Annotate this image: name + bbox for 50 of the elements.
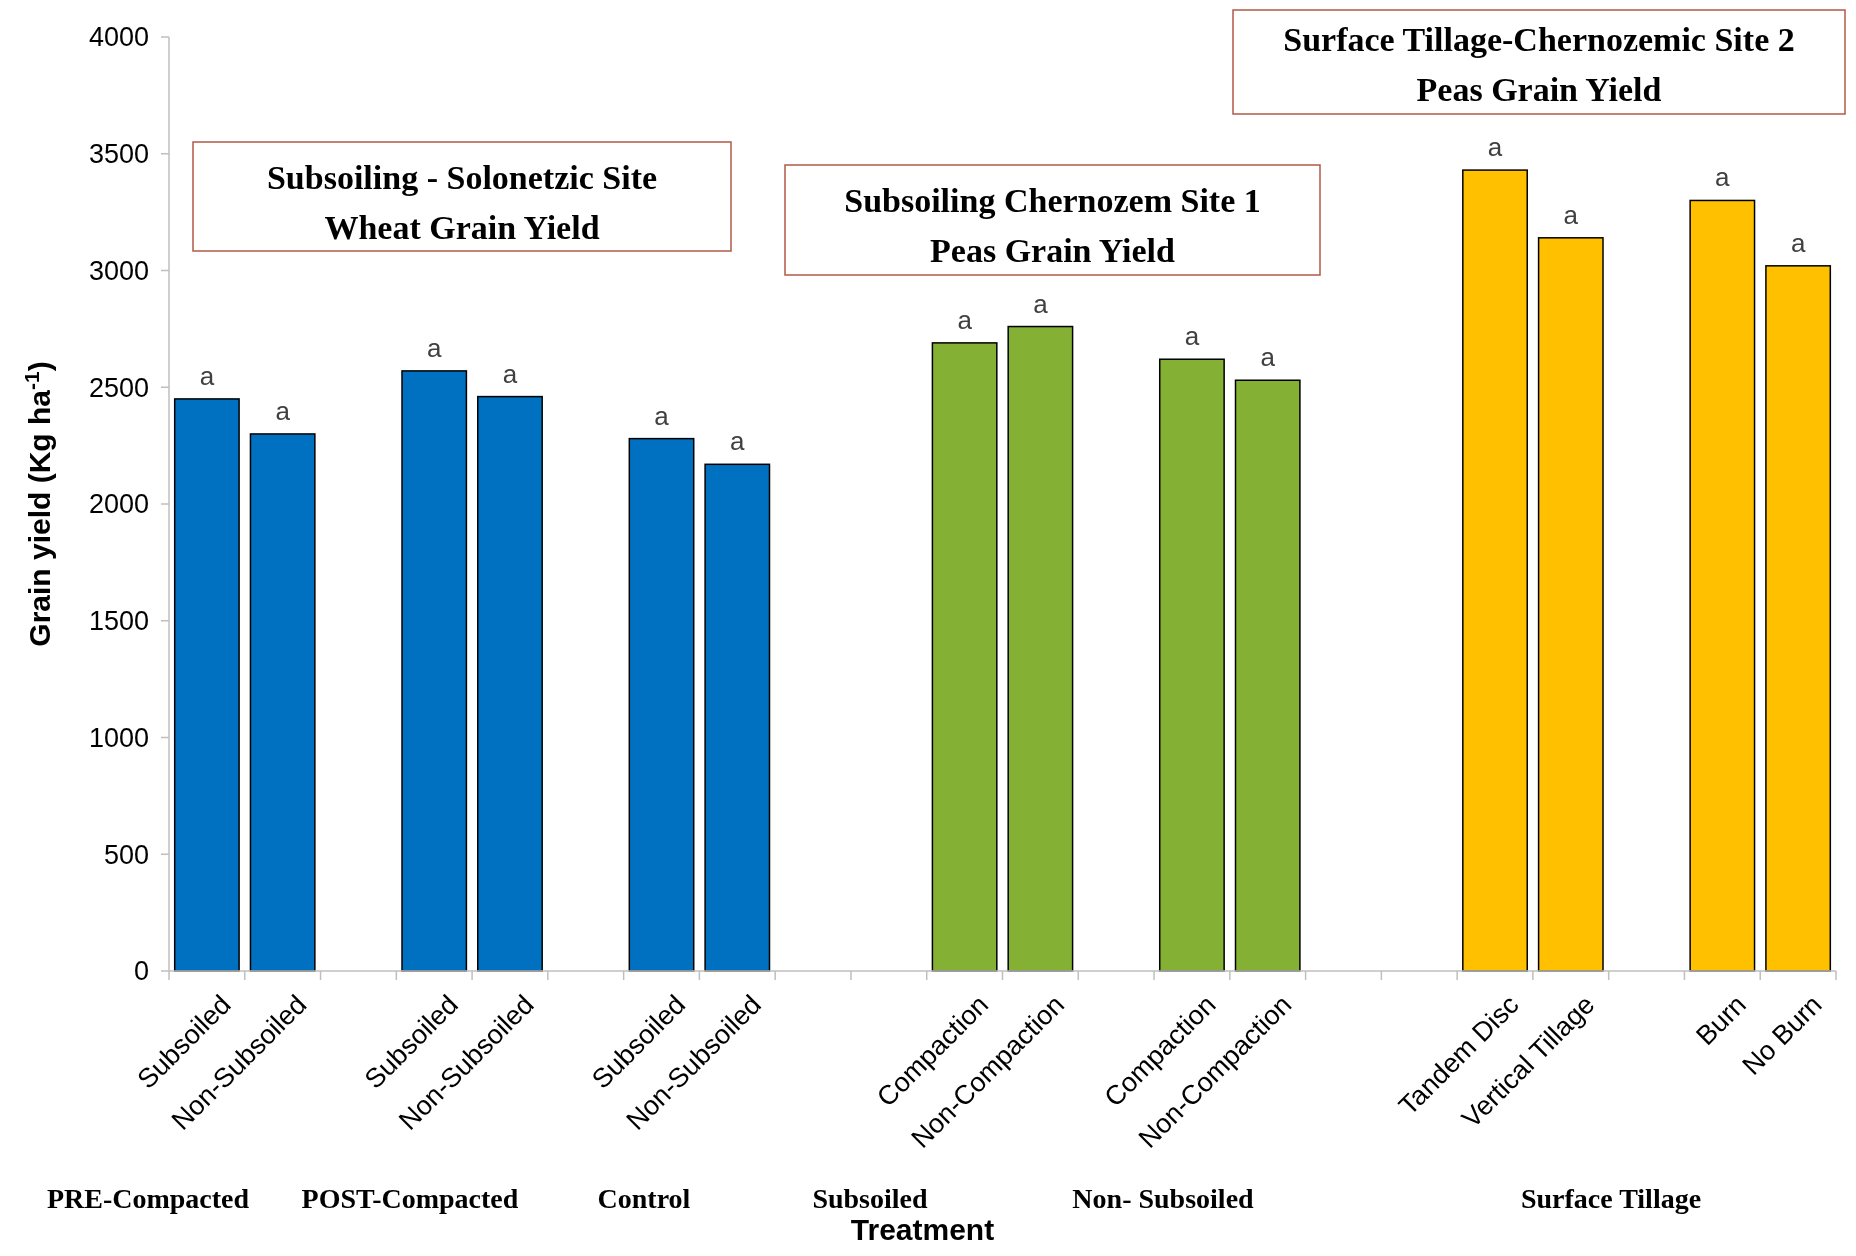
y-tick-label: 500 — [103, 839, 149, 870]
bar — [1462, 169, 1528, 972]
bar — [1234, 379, 1301, 972]
data-label: a — [199, 360, 215, 391]
y-tick-label: 3500 — [88, 139, 149, 170]
y-tick-label: 4000 — [88, 22, 149, 53]
text: Control — [597, 1183, 691, 1214]
data-label: a — [275, 395, 291, 426]
text: Non- Subsoiled — [1072, 1183, 1255, 1214]
bar — [1537, 237, 1604, 972]
bar — [249, 433, 316, 972]
data-label: a — [1563, 199, 1579, 230]
data-label: a — [426, 332, 442, 363]
note-box: Subsoiling - Solonetzic Site Wheat Grain Yield — [192, 141, 732, 252]
data-label: a — [1260, 342, 1276, 373]
text: Surface Tillage — [1520, 1183, 1702, 1214]
bar — [1007, 325, 1074, 972]
bar — [1765, 265, 1832, 972]
y-tick-label: 3000 — [88, 255, 149, 286]
y-tick-label: 2500 — [88, 372, 149, 403]
bar — [173, 398, 240, 972]
annotation: Subsoiling - Solonetzic Site Wheat Grain Yield — [266, 159, 658, 246]
bar — [628, 437, 695, 972]
bar — [477, 395, 543, 972]
bar — [401, 370, 468, 972]
data-label: a — [1715, 162, 1731, 193]
note-box: Surface Tillage-Chernozemic Site 2 Peas Grain Yield — [1232, 9, 1846, 115]
note-box: Subsoiling Chernozem Site 1 Peas Grain Yield — [784, 164, 1321, 276]
annotation: Subsoiling Chernozem Site 1 Peas Grain Yield — [844, 182, 1261, 269]
bar — [1158, 358, 1225, 972]
data-label: a — [502, 358, 518, 389]
data-label: a — [654, 400, 670, 431]
data-label: a — [1487, 132, 1503, 163]
data-label: a — [957, 304, 973, 335]
data-label: a — [1184, 321, 1200, 352]
y-tick-label: 2000 — [88, 489, 149, 520]
x-axis-title: Treatment — [850, 1213, 995, 1246]
y-tick-label: 1000 — [88, 722, 149, 753]
annotation: Surface Tillage-Chernozemic Site 2 Peas Grain Yield — [1283, 21, 1795, 108]
bar — [704, 463, 771, 972]
bar — [931, 342, 998, 972]
text: POST-Compacted — [301, 1183, 519, 1214]
data-label: a — [1033, 288, 1049, 319]
text: Subsoiled — [812, 1183, 929, 1214]
data-label: a — [730, 426, 746, 457]
text: PRE-Compacted — [46, 1183, 250, 1214]
bar — [1689, 199, 1756, 972]
y-tick-label: 1500 — [88, 606, 149, 637]
y-tick-label: 0 — [133, 956, 149, 987]
data-label: a — [1790, 227, 1806, 258]
